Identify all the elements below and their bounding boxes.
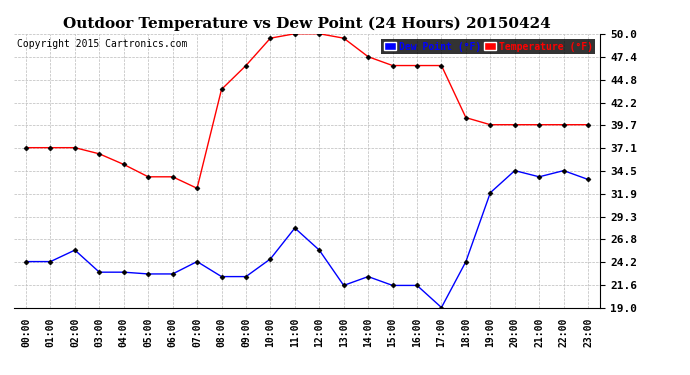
Title: Outdoor Temperature vs Dew Point (24 Hours) 20150424: Outdoor Temperature vs Dew Point (24 Hou… — [63, 17, 551, 31]
Legend: Dew Point (°F), Temperature (°F): Dew Point (°F), Temperature (°F) — [382, 39, 595, 54]
Text: Copyright 2015 Cartronics.com: Copyright 2015 Cartronics.com — [17, 39, 187, 49]
